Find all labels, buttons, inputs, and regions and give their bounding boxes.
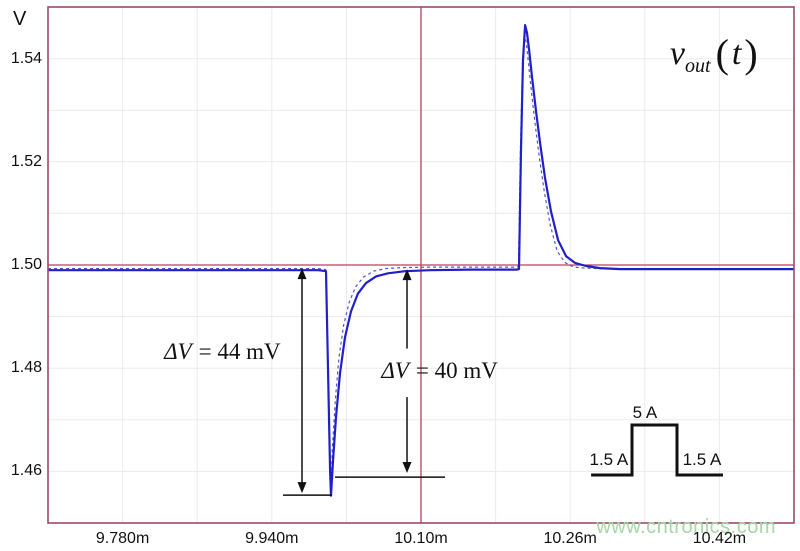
y-tick-label: 1.54 xyxy=(10,49,42,67)
inset-low-label-right: 1.5 A xyxy=(682,450,722,470)
title-paren-open: ( xyxy=(715,31,729,77)
delta-v-symbol: ΔV xyxy=(381,357,409,383)
y-tick-label: 1.48 xyxy=(10,359,42,377)
plot-border xyxy=(47,6,795,524)
inset-high-label: 5 A xyxy=(632,402,658,422)
title-variable: v xyxy=(669,35,686,73)
vout-trace-solid xyxy=(48,24,794,497)
plot-title: vout (t) xyxy=(670,30,758,78)
y-tick-label: 1.46 xyxy=(10,462,42,480)
watermark: www.cntronics.com xyxy=(596,516,776,538)
delta-v-44-arrow xyxy=(282,268,333,496)
x-tick-label: 10.10m xyxy=(394,530,448,547)
y-tick-label: 1.50 xyxy=(10,256,42,273)
load-step-pulse xyxy=(591,423,723,477)
y-axis-unit-label: V xyxy=(13,8,27,30)
delta-v-44-annotation: ΔV = 44 mV xyxy=(164,339,281,365)
delta-v-symbol: ΔV xyxy=(164,339,192,365)
x-tick-label: 9.940m xyxy=(245,530,299,547)
title-paren-close: ) xyxy=(744,31,758,77)
x-tick-label: 10.42m xyxy=(692,530,747,547)
delta-v-40-arrow xyxy=(335,269,446,478)
inset-low-label-left: 1.5 A xyxy=(589,450,629,470)
x-tick-label: 10.26m xyxy=(543,530,597,547)
delta-v-40-annotation: ΔV = 40 mV xyxy=(381,358,498,384)
title-argument: t xyxy=(731,35,742,73)
delta-v-44-value: = 44 mV xyxy=(198,339,281,365)
y-tick-label: 1.52 xyxy=(10,152,42,170)
title-subscript: out xyxy=(685,54,711,77)
x-tick-label: 9.780m xyxy=(95,530,150,547)
delta-v-40-value: = 40 mV xyxy=(415,357,498,383)
